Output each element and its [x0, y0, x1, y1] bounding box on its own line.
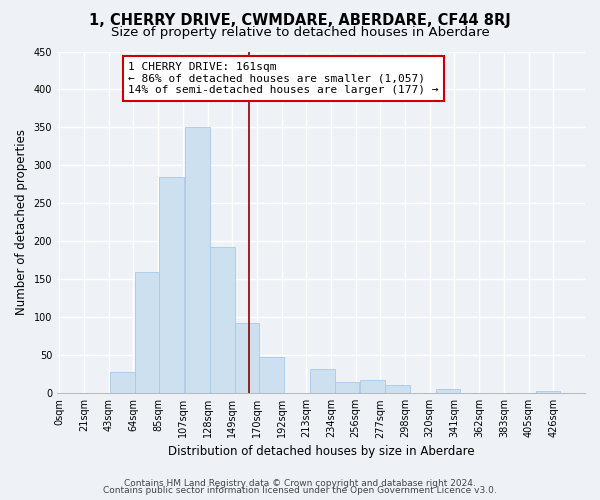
Y-axis label: Number of detached properties: Number of detached properties [15, 130, 28, 316]
Text: 1, CHERRY DRIVE, CWMDARE, ABERDARE, CF44 8RJ: 1, CHERRY DRIVE, CWMDARE, ABERDARE, CF44… [89, 12, 511, 28]
Bar [134, 272, 160, 393]
Text: Size of property relative to detached houses in Aberdare: Size of property relative to detached ho… [110, 26, 490, 39]
Bar [385, 385, 410, 393]
Bar [235, 322, 259, 393]
Bar [436, 390, 460, 393]
Bar [361, 380, 385, 393]
Bar [110, 372, 134, 393]
Bar [335, 382, 359, 393]
X-axis label: Distribution of detached houses by size in Aberdare: Distribution of detached houses by size … [168, 444, 475, 458]
Text: Contains HM Land Registry data © Crown copyright and database right 2024.: Contains HM Land Registry data © Crown c… [124, 478, 476, 488]
Text: Contains public sector information licensed under the Open Government Licence v3: Contains public sector information licen… [103, 486, 497, 495]
Bar [160, 177, 184, 393]
Bar [210, 248, 235, 393]
Bar [310, 369, 335, 393]
Bar [259, 356, 284, 393]
Bar [536, 391, 560, 393]
Bar [185, 128, 210, 393]
Text: 1 CHERRY DRIVE: 161sqm
← 86% of detached houses are smaller (1,057)
14% of semi-: 1 CHERRY DRIVE: 161sqm ← 86% of detached… [128, 62, 439, 95]
